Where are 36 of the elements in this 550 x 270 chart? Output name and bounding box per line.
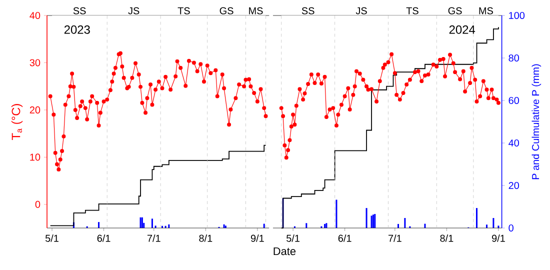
x-tick-label: 6/1 [338, 234, 352, 242]
y2-tick-label: 20 [508, 182, 520, 190]
band-label: TS [178, 7, 190, 14]
y2-tick-label: 40 [508, 139, 520, 147]
x-tick-label: 5/1 [286, 234, 300, 242]
y2-tick-label: 0 [508, 224, 514, 232]
y2-tick-label: 80 [508, 54, 520, 62]
band-label: SS [302, 7, 314, 14]
band-label: GS [448, 7, 462, 14]
annotation: 2024 [449, 25, 476, 34]
band-label: SS [73, 7, 86, 14]
annotation: 2023 [64, 25, 90, 34]
y-tick-label: 10 [30, 154, 40, 161]
x-tick-label: 8/1 [199, 234, 212, 242]
x-tick-label: 8/1 [440, 234, 454, 242]
y2-tick-label: 100 [509, 12, 525, 20]
y-tick-label: 30 [30, 59, 40, 66]
y-tick-label: 40 [30, 12, 40, 20]
x-tick-label: 9/1 [250, 234, 264, 242]
band-label: GS [220, 7, 234, 14]
band-label: MS [479, 7, 493, 14]
band-label: JS [128, 7, 140, 14]
x-tick-label: 5/1 [45, 234, 58, 242]
band-label: MS [249, 7, 263, 14]
x-tick-label: 7/1 [147, 234, 160, 242]
y2-tick-label: 60 [508, 96, 520, 104]
x-tick-label: 7/1 [388, 234, 402, 242]
x-axis-title: Date [274, 247, 296, 256]
y2-axis-title: P and Culmulative P (mm) [532, 64, 542, 180]
x-tick-label: 6/1 [97, 234, 110, 242]
y-tick-label: 0 [35, 200, 40, 208]
band-label: TS [406, 7, 418, 14]
y-axis-title: T$_{a}$ (°C) [11, 104, 23, 140]
x-tick-label: 9/1 [492, 234, 505, 242]
band-label: JS [356, 7, 367, 14]
y-tick-label: 20 [30, 106, 40, 114]
